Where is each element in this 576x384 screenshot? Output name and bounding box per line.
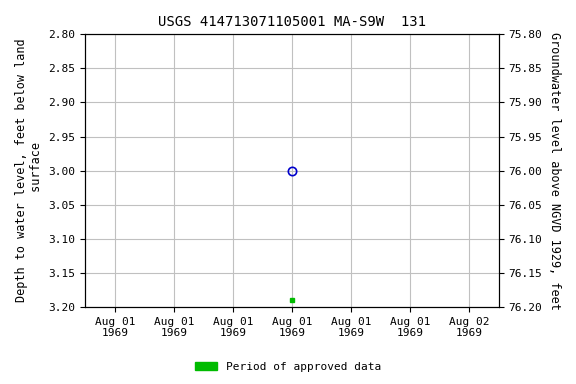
Title: USGS 414713071105001 MA-S9W  131: USGS 414713071105001 MA-S9W 131 [158, 15, 426, 29]
Y-axis label: Groundwater level above NGVD 1929, feet: Groundwater level above NGVD 1929, feet [548, 32, 561, 310]
Y-axis label: Depth to water level, feet below land
 surface: Depth to water level, feet below land su… [15, 39, 43, 303]
Legend: Period of approved data: Period of approved data [191, 358, 385, 377]
